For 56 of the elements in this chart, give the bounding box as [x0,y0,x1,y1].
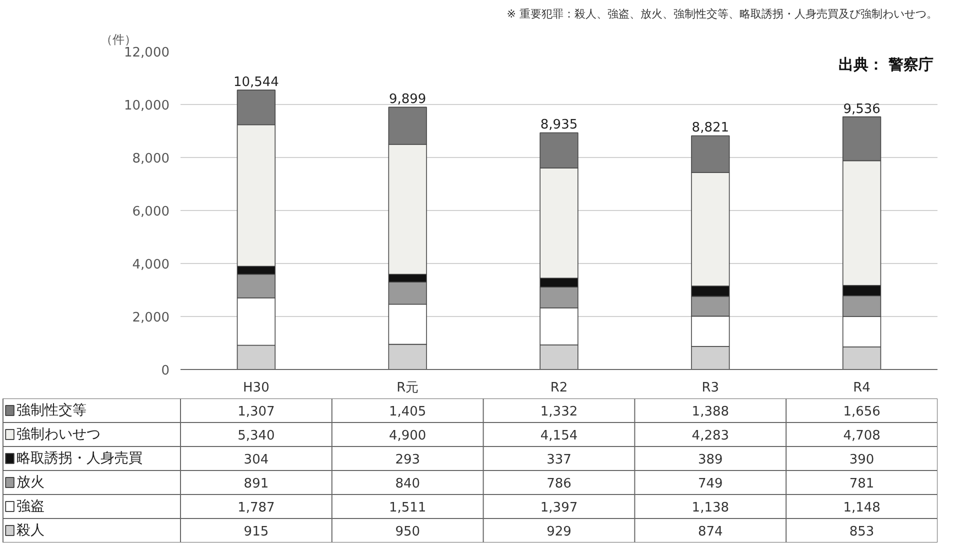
data-label: 5,340 [238,428,275,444]
total-label: 10,544 [233,75,279,90]
legend-label: 殺人 [16,522,45,538]
data-label: 390 [849,452,874,468]
data-label: 4,283 [692,428,730,444]
data-label: 853 [849,524,874,540]
y-tick-label: 8,000 [132,152,170,166]
x-tick-label: R元 [396,380,419,396]
data-label: 929 [546,524,572,540]
data-label: 1,332 [540,404,578,420]
data-label: 4,900 [388,428,426,444]
data-label: 950 [395,524,420,540]
data-label: 304 [244,452,269,468]
y-tick-label: 2,000 [132,310,170,326]
y-tick-label: 0 [161,364,170,378]
total-label: 9,899 [388,92,426,108]
y-tick-label: 12,000 [124,46,170,60]
data-label: 1,397 [540,500,578,516]
data-label: 1,148 [843,500,880,516]
y-tick-label: 4,000 [132,258,170,272]
y-axis-title: （件） [100,32,136,46]
data-label: 1,787 [238,500,275,516]
x-tick-label: H30 [243,380,270,396]
text: ※ 重要犯罪：殺人、強盗、放火、強制性交等、略取誘拐・人身売買及び強制わいせつ。 [506,8,938,20]
data-label: 749 [698,476,723,492]
data-label: 915 [244,524,269,540]
data-label: 337 [546,452,572,468]
data-label: 389 [698,452,723,468]
total-label: 8,935 [540,118,578,133]
data-label: 786 [546,476,572,492]
data-label: 1,307 [238,404,275,420]
data-label: 891 [244,476,269,492]
legend-label: 略取誘拐・人身売買 [16,450,143,466]
x-tick-label: R2 [550,380,568,396]
total-label: 8,821 [692,120,730,136]
data-label: 4,708 [843,428,880,444]
x-tick-label: R4 [853,380,870,396]
data-label: 840 [395,476,420,492]
data-label: 1,138 [692,500,730,516]
legend-label: 強制性交等 [16,402,87,418]
y-tick-label: 10,000 [124,98,170,114]
data-label: 1,511 [388,500,426,516]
data-label: 874 [698,524,723,540]
data-label: 781 [849,476,874,492]
legend-label: 放火 [16,474,45,490]
legend-label: 強制わいせつ [16,426,101,442]
annotation: 出典： 警察庁 [838,56,934,74]
legend-label: 強盗 [16,498,45,514]
total-label: 9,536 [843,102,880,117]
data-label: 1,388 [692,404,730,420]
data-label: 4,154 [540,428,578,444]
data-label: 293 [395,452,420,468]
y-tick-label: 6,000 [132,204,170,220]
x-tick-label: R3 [702,380,720,396]
data-label: 1,656 [843,404,880,420]
data-label: 1,405 [388,404,426,420]
